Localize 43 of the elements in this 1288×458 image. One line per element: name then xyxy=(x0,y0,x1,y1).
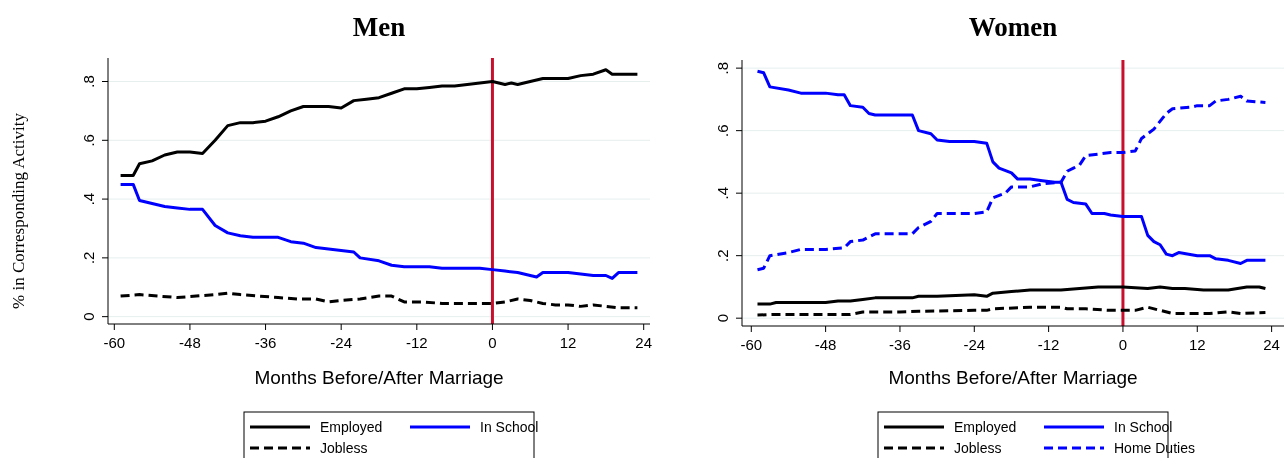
line-series xyxy=(755,305,1267,317)
y-tick-label: .6 xyxy=(80,134,97,147)
line-series xyxy=(119,68,639,178)
x-tick-label: -24 xyxy=(963,336,986,353)
y-tick-label: .8 xyxy=(714,61,731,75)
legend-label: Employed xyxy=(320,419,383,435)
chart-title: Women xyxy=(968,12,1058,42)
x-tick-label: -48 xyxy=(179,334,201,351)
y-tick-label: 0 xyxy=(80,312,97,321)
y-tick-label: .4 xyxy=(714,186,731,200)
x-tick-label: 0 xyxy=(1118,336,1128,353)
y-tick-label: .8 xyxy=(80,75,97,88)
x-tick-label: -12 xyxy=(405,334,428,351)
x-tick-label: -36 xyxy=(254,334,277,351)
y-tick-label: .2 xyxy=(80,251,97,265)
x-axis-title: Months Before/After Marriage xyxy=(254,367,504,388)
line-series xyxy=(755,285,1267,306)
y-tick-label: 0 xyxy=(714,314,731,323)
x-tick-label: 12 xyxy=(559,334,577,351)
y-axis-title: % in Corresponding Activity xyxy=(9,112,28,309)
y-tick-label: .6 xyxy=(714,124,731,137)
x-tick-label: 24 xyxy=(635,334,653,351)
x-tick-label: -36 xyxy=(889,336,911,353)
x-tick-label: -24 xyxy=(330,334,353,351)
chart-title: Men xyxy=(352,12,406,42)
x-tick-label: 0 xyxy=(488,334,497,351)
x-axis-title: Months Before/After Marriage xyxy=(888,367,1138,388)
line-series xyxy=(119,182,639,280)
x-tick-label: 12 xyxy=(1188,336,1206,353)
x-tick-label: -12 xyxy=(1037,336,1060,353)
legend-label: In School xyxy=(1114,419,1173,435)
legend-label: Home Duties xyxy=(1114,440,1195,456)
legend-label: Employed xyxy=(954,419,1017,435)
x-tick-label: -48 xyxy=(814,336,837,353)
x-tick-label: -60 xyxy=(103,334,126,351)
y-tick-label: .2 xyxy=(714,249,731,262)
y-tick-label: .4 xyxy=(80,192,97,206)
legend-label: In School xyxy=(480,419,539,435)
line-series xyxy=(119,291,639,310)
x-tick-label: -60 xyxy=(740,336,763,353)
legend-label: Jobless xyxy=(954,440,1002,456)
x-tick-label: 24 xyxy=(1263,336,1280,353)
legend-label: Jobless xyxy=(320,440,368,456)
